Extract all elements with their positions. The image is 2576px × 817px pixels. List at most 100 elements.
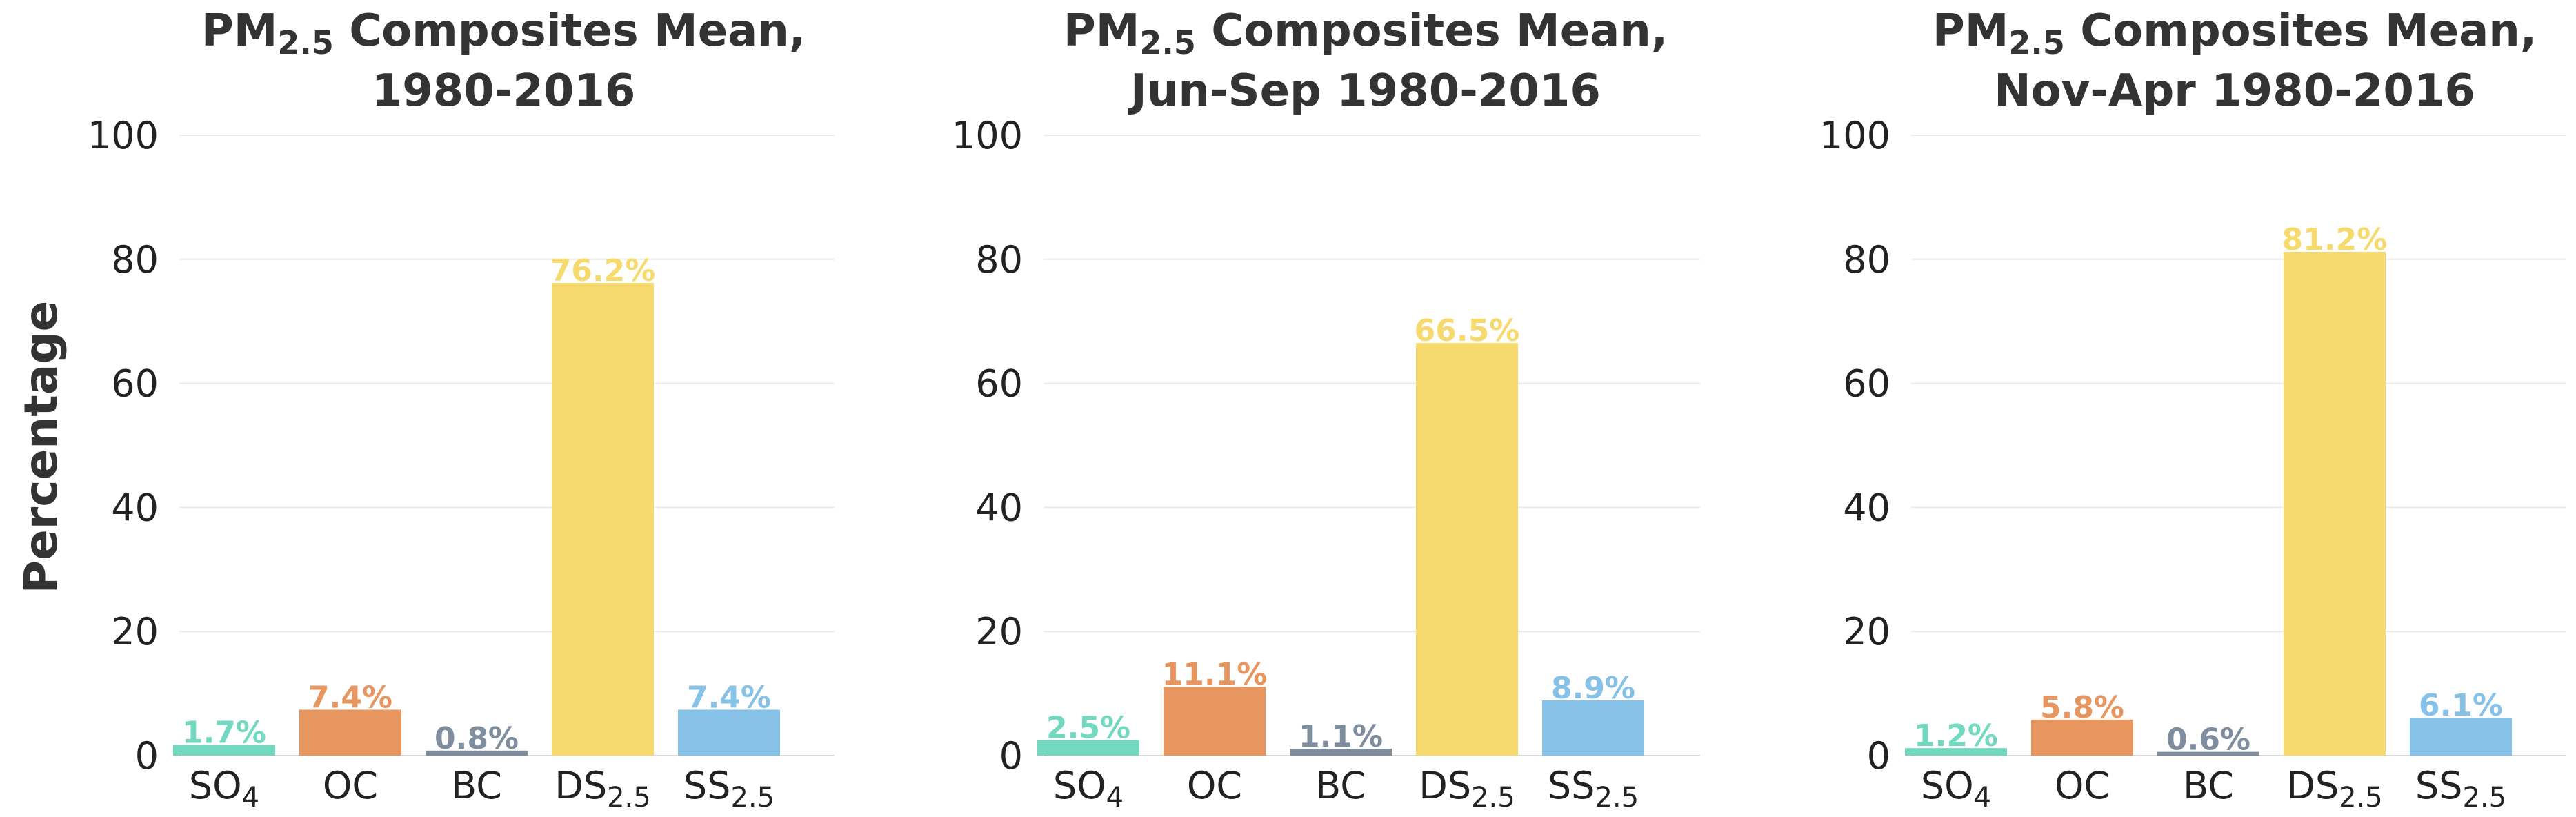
bar-so4	[1905, 748, 2007, 756]
x-tick-base: SS	[1548, 764, 1595, 807]
bar-ds25	[1416, 343, 1518, 756]
data-label-bc: 0.6%	[2166, 722, 2250, 758]
chart-panels: PM2.5 Composites Mean,1980-2016020406080…	[88, 6, 2566, 814]
data-label-oc: 11.1%	[1162, 657, 1268, 692]
x-tick-label-bc: BC	[2183, 764, 2234, 807]
y-tick-label-0: 0	[1867, 734, 1890, 778]
data-label-ds25: 81.2%	[2282, 222, 2388, 257]
y-tick-label-20: 20	[111, 610, 159, 653]
y-tick-label-40: 40	[111, 486, 159, 529]
data-label-ds25: 76.2%	[550, 253, 656, 288]
x-tick-base: OC	[2055, 764, 2110, 807]
y-tick-label-60: 60	[111, 362, 159, 406]
y-axis-label: Percentage	[14, 301, 68, 594]
x-tick-subscript: 4	[242, 782, 259, 814]
y-tick-label-40: 40	[975, 486, 1023, 529]
x-tick-subscript: 4	[1106, 782, 1124, 814]
x-tick-base: DS	[2286, 764, 2339, 807]
x-tick-subscript: 2.5	[2462, 782, 2506, 814]
y-tick-label-100: 100	[1819, 114, 1890, 157]
x-tick-label-so4: SO4	[1053, 764, 1124, 814]
bar-so4	[1037, 740, 1139, 756]
x-tick-subscript: 2.5	[607, 782, 651, 814]
x-tick-base: OC	[1187, 764, 1242, 807]
bar-oc	[299, 709, 401, 756]
bar-ss25	[1542, 700, 1644, 756]
x-tick-label-oc: OC	[323, 764, 378, 807]
bar-bc	[1290, 749, 1392, 756]
chart-title-part-2-1: Nov-Apr 1980-2016	[1994, 66, 2475, 117]
bar-oc	[2031, 719, 2133, 756]
chart-title-line-2: Nov-Apr 1980-2016	[1994, 66, 2475, 117]
bar-ds25	[2284, 252, 2386, 756]
y-tick-label-80: 80	[1843, 238, 1890, 282]
y-tick-label-100: 100	[88, 114, 159, 157]
chart-title-part-1-3: Composites Mean,	[334, 6, 806, 57]
bar-so4	[173, 745, 275, 756]
chart-title-line-1: PM2.5 Composites Mean,	[1064, 6, 1668, 61]
x-tick-base: SS	[2415, 764, 2463, 807]
y-tick-label-80: 80	[111, 238, 159, 282]
x-tick-base: SO	[189, 764, 242, 807]
chart-title-part-1-1: PM	[1064, 6, 1140, 57]
chart-title-part-2-1: 1980-2016	[372, 66, 636, 117]
x-tick-label-so4: SO4	[1921, 764, 1991, 814]
x-tick-label-ds25: DS2.5	[555, 764, 650, 814]
data-label-ss25: 8.9%	[1551, 671, 1635, 706]
x-tick-base: DS	[1419, 764, 1471, 807]
chart-title-part-1-2: 2.5	[1139, 24, 1196, 61]
data-label-oc: 5.8%	[2040, 690, 2124, 725]
y-tick-label-60: 60	[1843, 362, 1890, 406]
x-tick-base: OC	[323, 764, 378, 807]
chart-title-part-1-3: Composites Mean,	[1196, 6, 1668, 57]
chart-title-part-1-2: 2.5	[277, 24, 334, 61]
y-tick-label-20: 20	[975, 610, 1023, 653]
x-tick-subscript: 2.5	[2339, 782, 2383, 814]
x-tick-subscript: 2.5	[730, 782, 775, 814]
data-label-ss25: 6.1%	[2419, 688, 2503, 723]
bar-ss25	[678, 709, 780, 756]
x-tick-label-bc: BC	[1315, 764, 1366, 807]
chart-title-part-2-1: Jun-Sep 1980-2016	[1128, 66, 1601, 117]
data-label-so4: 1.2%	[1914, 718, 1998, 754]
y-tick-label-100: 100	[952, 114, 1023, 157]
y-tick-label-60: 60	[975, 362, 1023, 406]
data-label-ds25: 66.5%	[1415, 313, 1520, 348]
x-tick-label-ss25: SS2.5	[683, 764, 775, 814]
chart-title-line-1: PM2.5 Composites Mean,	[201, 6, 806, 61]
y-tick-label-0: 0	[999, 734, 1023, 778]
x-tick-base: SO	[1053, 764, 1106, 807]
data-label-bc: 1.1%	[1299, 719, 1383, 754]
x-tick-subscript: 2.5	[1471, 782, 1515, 814]
bar-ds25	[552, 282, 654, 756]
chart-title-part-1-1: PM	[1933, 6, 2009, 57]
data-label-so4: 1.7%	[182, 716, 266, 751]
x-tick-subscript: 2.5	[1595, 782, 1639, 814]
x-tick-base: BC	[1315, 764, 1366, 807]
y-tick-label-40: 40	[1843, 486, 1890, 529]
chart-panel-2: PM2.5 Composites Mean,Jun-Sep 1980-20160…	[952, 6, 1700, 814]
x-tick-subscript: 4	[1974, 782, 1991, 814]
x-tick-base: BC	[451, 764, 502, 807]
bar-bc	[2157, 751, 2259, 756]
chart-title-line-1: PM2.5 Composites Mean,	[1933, 6, 2537, 61]
x-tick-label-ss25: SS2.5	[2415, 764, 2506, 814]
data-label-oc: 7.4%	[308, 680, 392, 715]
x-tick-base: DS	[555, 764, 607, 807]
chart-panel-1: PM2.5 Composites Mean,1980-2016020406080…	[88, 6, 835, 814]
y-tick-label-20: 20	[1843, 610, 1890, 653]
x-tick-label-ss25: SS2.5	[1548, 764, 1639, 814]
chart-title-part-1-1: PM	[201, 6, 278, 57]
x-tick-label-ds25: DS2.5	[1419, 764, 1515, 814]
data-label-so4: 2.5%	[1046, 711, 1130, 746]
x-tick-label-so4: SO4	[189, 764, 259, 814]
x-tick-label-ds25: DS2.5	[2286, 764, 2382, 814]
x-tick-base: BC	[2183, 764, 2234, 807]
bar-bc	[426, 750, 528, 756]
y-tick-label-80: 80	[975, 238, 1023, 282]
y-tick-label-0: 0	[135, 734, 159, 778]
chart-title-line-2: 1980-2016	[372, 66, 636, 117]
x-tick-base: SO	[1921, 764, 1974, 807]
x-tick-label-bc: BC	[451, 764, 502, 807]
